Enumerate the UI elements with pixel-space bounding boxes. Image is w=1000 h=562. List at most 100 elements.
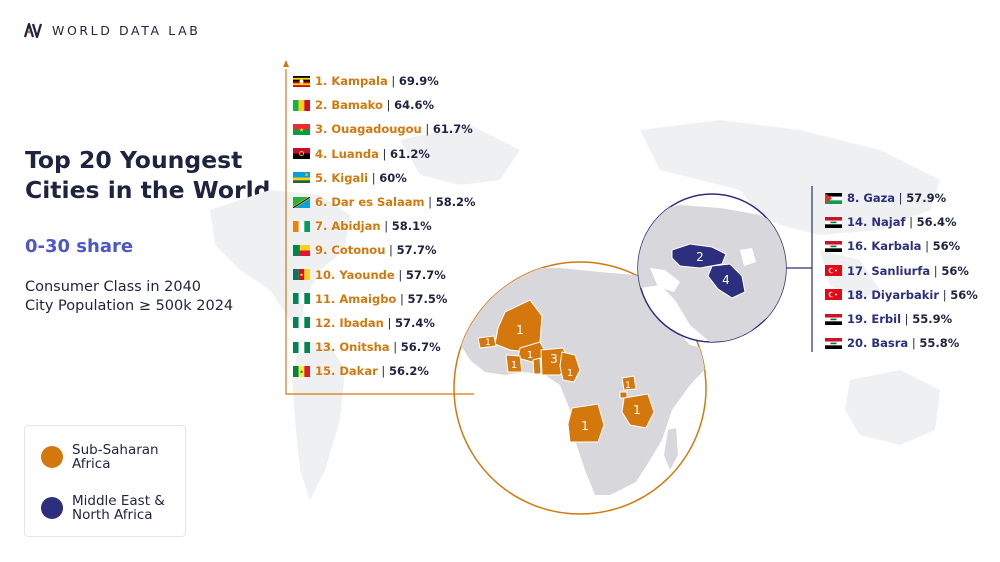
city-value: 64.6% [394, 98, 434, 112]
city-name: 12. Ibadan [315, 316, 384, 330]
city-value: 60% [379, 171, 407, 185]
city-value: 58.2% [436, 195, 476, 209]
city-list-item: 7. Abidjan | 58.1% [293, 214, 476, 238]
cameroon-flag-icon [293, 269, 310, 280]
city-name: 3. Ouagadougou [315, 122, 422, 136]
city-name: 17. Sanliurfa [847, 264, 930, 278]
city-value: 55.8% [919, 336, 959, 350]
city-value: 55.9% [912, 312, 952, 326]
city-list-item: 20. Basra | 55.8% [825, 331, 978, 355]
map-count-nigeria: 3 [550, 352, 558, 366]
map-count-burkina: 1 [527, 350, 533, 361]
separator: | [895, 191, 906, 205]
ivory-coast-flag-icon [293, 221, 310, 232]
map-count-senegal: 1 [485, 338, 491, 348]
city-value: 56% [941, 264, 969, 278]
city-list-item: 4. Luanda | 61.2% [293, 142, 476, 166]
legend-label: Sub-Saharan Africa [72, 443, 172, 471]
separator: | [905, 215, 916, 229]
burkina-faso-flag-icon [293, 124, 310, 135]
separator: | [378, 364, 389, 378]
sub-saharan-city-list: 1. Kampala | 69.9% 2. Bamako | 64.6% 3. Ou… [293, 69, 476, 383]
map-count-turkey: 2 [696, 250, 704, 264]
city-name: 5. Kigali [315, 171, 368, 185]
city-name: 14. Najaf [847, 215, 905, 229]
city-list-item: 10. Yaounde | 57.7% [293, 263, 476, 287]
city-name: 4. Luanda [315, 147, 379, 161]
separator: | [390, 340, 401, 354]
senegal-flag-icon [293, 366, 310, 377]
city-value: 56.2% [389, 364, 429, 378]
city-value: 58.1% [392, 219, 432, 233]
turkey-flag-icon [825, 265, 842, 276]
separator: | [384, 316, 395, 330]
city-value: 57.5% [408, 292, 448, 306]
iraq-flag-icon [825, 241, 842, 252]
city-list-item: 8. Gaza | 57.9% [825, 186, 978, 210]
nigeria-flag-icon [293, 293, 310, 304]
map-count-angola: 1 [581, 419, 589, 433]
city-name: 16. Karbala [847, 239, 921, 253]
city-value: 57.9% [906, 191, 946, 205]
separator: | [425, 195, 436, 209]
separator: | [379, 147, 390, 161]
city-name: 9. Cotonou [315, 243, 385, 257]
africa-connector-arrow-icon [283, 60, 289, 67]
city-list-item: 17. Sanliurfa | 56% [825, 259, 978, 283]
map-count-rwanda: 1 [625, 381, 631, 391]
city-name: 1. Kampala [315, 74, 388, 88]
separator: | [385, 243, 396, 257]
map-count-ivory-coast: 1 [511, 360, 517, 371]
city-name: 18. Diyarbakir [847, 288, 939, 302]
city-list-item: 2. Bamako | 64.6% [293, 93, 476, 117]
separator: | [383, 98, 394, 112]
iraq-flag-icon [825, 338, 842, 349]
city-value: 61.7% [433, 122, 473, 136]
legend-item-sub-saharan-africa: Sub-Saharan Africa [41, 443, 172, 471]
city-list-item: 15. Dakar | 56.2% [293, 359, 476, 383]
separator: | [368, 171, 379, 185]
city-name: 8. Gaza [847, 191, 895, 205]
city-name: 15. Dakar [315, 364, 378, 378]
map-count-cameroon: 1 [567, 368, 573, 379]
city-list-item: 3. Ouagadougou | 61.7% [293, 117, 476, 141]
rwanda-region [620, 392, 627, 398]
legend-swatch-africa-icon [41, 446, 63, 468]
benin-region [533, 358, 541, 374]
benin-flag-icon [293, 245, 310, 256]
city-value: 69.9% [399, 74, 439, 88]
separator: | [921, 239, 932, 253]
separator: | [422, 122, 433, 136]
city-value: 56.4% [917, 215, 957, 229]
separator: | [395, 268, 406, 282]
separator: | [901, 312, 912, 326]
city-list-item: 5. Kigali | 60% [293, 166, 476, 190]
city-name: 13. Onitsha [315, 340, 390, 354]
separator: | [930, 264, 941, 278]
city-value: 56% [933, 239, 961, 253]
city-value: 57.4% [395, 316, 435, 330]
city-list-item: 19. Erbil | 55.9% [825, 307, 978, 331]
separator: | [381, 219, 392, 233]
city-name: 7. Abidjan [315, 219, 381, 233]
iraq-flag-icon [825, 217, 842, 228]
city-list-item: 11. Amaigbo | 57.5% [293, 287, 476, 311]
separator: | [388, 74, 399, 88]
city-list-item: 1. Kampala | 69.9% [293, 69, 476, 93]
mena-city-list: 8. Gaza | 57.9% 14. Najaf | 56.4% 16. Karb… [825, 186, 978, 355]
city-name: 20. Basra [847, 336, 908, 350]
nigeria-flag-icon [293, 317, 310, 328]
city-name: 2. Bamako [315, 98, 383, 112]
rwanda-flag-icon [293, 172, 310, 183]
city-name: 19. Erbil [847, 312, 901, 326]
city-value: 57.7% [397, 243, 437, 257]
map-count-tanzania: 1 [633, 403, 641, 417]
city-name: 11. Amaigbo [315, 292, 396, 306]
map-count-iraq: 4 [722, 273, 730, 287]
city-list-item: 13. Onitsha | 56.7% [293, 335, 476, 359]
city-value: 61.2% [390, 147, 430, 161]
uganda-flag-icon [293, 76, 310, 87]
turkey-flag-icon [825, 289, 842, 300]
legend: Sub-Saharan Africa Middle East & North A… [24, 425, 186, 537]
map-count-mali: 1 [516, 323, 524, 337]
